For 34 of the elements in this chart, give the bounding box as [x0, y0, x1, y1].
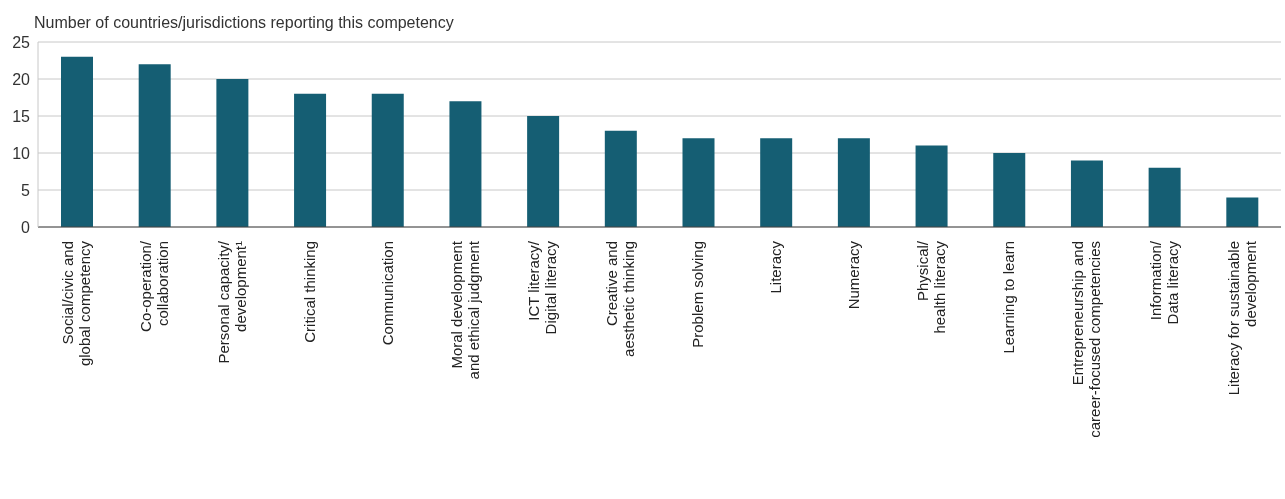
x-tick-label: Social/civic and global competency — [59, 240, 94, 367]
bar — [294, 93, 327, 227]
y-tick-label: 25 — [12, 33, 31, 51]
bar — [1226, 197, 1259, 227]
x-tick-label: Literacy for sustainable development — [1224, 240, 1259, 396]
y-axis-title: Number of countries/jurisdictions reporting this competency — [34, 14, 454, 32]
x-tick-label: Literacy — [767, 240, 785, 294]
x-tick-label: Creative and aesthetic thinking — [603, 241, 638, 357]
x-tick-label: Numeracy — [844, 240, 862, 310]
bar — [1148, 167, 1181, 227]
bar — [604, 130, 637, 227]
bar — [371, 93, 404, 227]
bar — [138, 64, 171, 227]
bar — [449, 101, 482, 227]
bar — [527, 116, 560, 227]
bar — [1070, 160, 1103, 227]
y-tick-label: 15 — [12, 107, 31, 125]
y-tick-label: 20 — [12, 70, 31, 88]
bar — [216, 79, 249, 227]
y-tick-label: 0 — [21, 218, 31, 236]
y-tick-label: 5 — [21, 181, 31, 199]
bar — [61, 56, 93, 227]
x-tick-label: Communication — [378, 241, 396, 346]
bar — [993, 153, 1026, 227]
x-tick-label: Moral development and ethical judgment — [447, 240, 482, 380]
bar — [682, 138, 715, 227]
bar — [760, 138, 793, 227]
y-tick-label: 10 — [12, 144, 31, 162]
x-tick-label: Problem solving — [689, 241, 707, 348]
bar — [837, 138, 870, 227]
x-tick-label: Critical thinking — [300, 241, 318, 343]
bar — [915, 145, 948, 227]
x-tick-label: Physical/ health literacy — [913, 240, 948, 334]
x-tick-label: Learning to learn — [1000, 241, 1018, 354]
